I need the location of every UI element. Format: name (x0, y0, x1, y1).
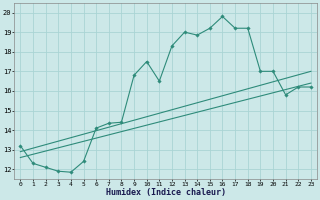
X-axis label: Humidex (Indice chaleur): Humidex (Indice chaleur) (106, 188, 226, 197)
